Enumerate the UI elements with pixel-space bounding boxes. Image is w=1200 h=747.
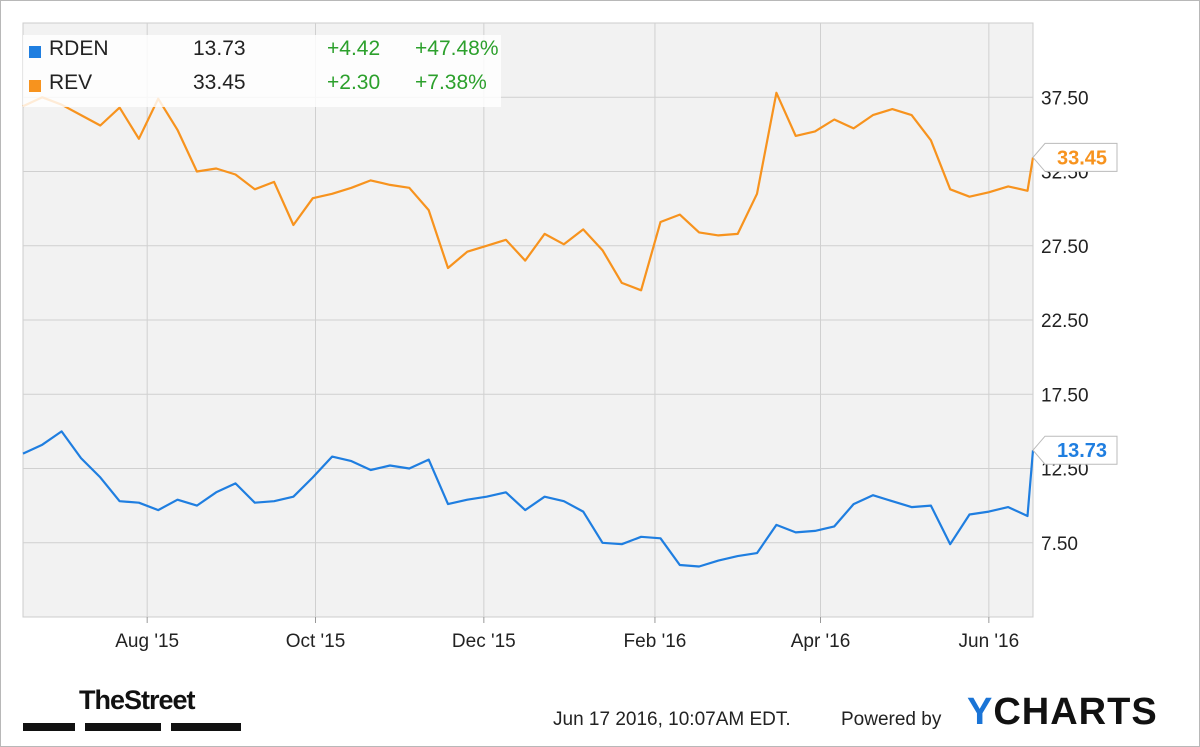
timestamp: Jun 17 2016, 10:07AM EDT. bbox=[553, 709, 791, 730]
thestreet-logo-bar-3 bbox=[171, 723, 241, 731]
x-tick-label: Oct '15 bbox=[286, 631, 346, 652]
rev-swatch bbox=[29, 80, 41, 92]
rden-value-tag-box bbox=[1032, 435, 1118, 465]
rden-price: 13.73 bbox=[193, 37, 246, 60]
thestreet-logo-bar-2 bbox=[85, 723, 161, 731]
rev-change: +2.30 bbox=[327, 71, 381, 94]
x-tick-label: Aug '15 bbox=[115, 631, 179, 652]
rden-change-pct: +47.48% bbox=[415, 37, 499, 60]
thestreet-logo[interactable]: TheStreet bbox=[79, 685, 196, 715]
rden-swatch bbox=[29, 46, 41, 58]
rev-ticker: REV bbox=[49, 71, 93, 94]
y-tick-label: 22.50 bbox=[1041, 311, 1089, 332]
y-tick-label: 12.50 bbox=[1041, 460, 1089, 481]
thestreet-logo-bar-1 bbox=[23, 723, 75, 731]
rev-value-tag: 33.45 bbox=[1032, 142, 1118, 172]
ycharts-logo-y: Y bbox=[967, 691, 994, 733]
y-tick-label: 37.50 bbox=[1041, 88, 1089, 109]
x-tick-label: Jun '16 bbox=[959, 631, 1020, 652]
series-line-rev bbox=[22, 91, 1035, 292]
rev-change-pct: +7.38% bbox=[415, 71, 487, 94]
series-lines bbox=[22, 91, 1035, 568]
rev-price: 33.45 bbox=[193, 71, 246, 94]
rden-value-tag-text: 13.73 bbox=[1057, 440, 1107, 462]
powered-by-text: Powered by bbox=[841, 709, 942, 730]
ycharts-logo[interactable]: YCHARTS bbox=[967, 691, 1158, 734]
y-tick-label: 7.50 bbox=[1041, 534, 1078, 555]
rev-value-tag-text: 33.45 bbox=[1057, 147, 1107, 169]
ycharts-logo-text: CHARTS bbox=[993, 691, 1158, 733]
series-line-rden bbox=[22, 430, 1035, 568]
rden-value-tag: 13.73 bbox=[1032, 435, 1118, 465]
y-tick-label: 17.50 bbox=[1041, 385, 1089, 406]
y-tick-label: 27.50 bbox=[1041, 237, 1089, 258]
rden-ticker: RDEN bbox=[49, 37, 109, 60]
x-tick-label: Feb '16 bbox=[624, 631, 687, 652]
rev-value-tag-box bbox=[1032, 142, 1118, 172]
x-tick-label: Dec '15 bbox=[452, 631, 516, 652]
value-tags: 33.45 13.73 bbox=[1032, 142, 1118, 465]
rden-change: +4.42 bbox=[327, 37, 381, 60]
legend: RDEN 13.73 +4.42 +47.48% REV 33.45 +2.30… bbox=[23, 35, 501, 107]
x-tick-label: Apr '16 bbox=[791, 631, 851, 652]
